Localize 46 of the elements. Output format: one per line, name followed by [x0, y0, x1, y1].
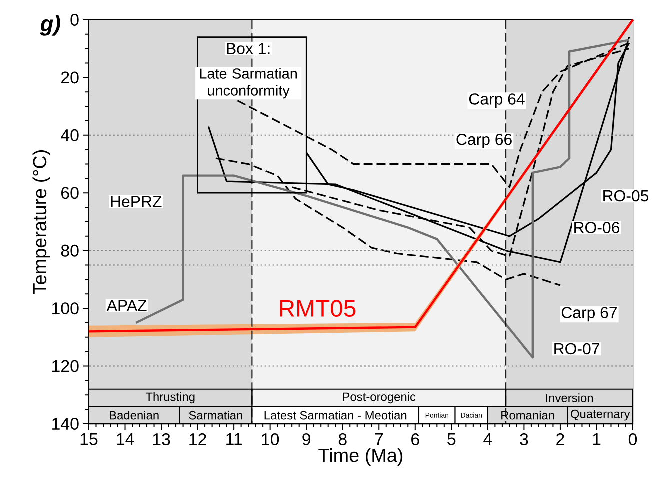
x-tick-label: 8	[338, 434, 347, 446]
y-tick-label: 80	[61, 244, 79, 257]
y-tick-label: 60	[62, 187, 79, 200]
x-tick-label: 14	[117, 434, 134, 446]
band-label: Quaternary	[571, 410, 630, 421]
annotation: Late Sarmatian unconformity	[200, 68, 297, 99]
band-label: Romanian	[502, 410, 554, 420]
y-tick-label: 140	[52, 418, 79, 430]
band-label: Inversion	[546, 394, 594, 402]
annotation: Carp 64	[469, 94, 525, 108]
band-label: Post-orogenic	[343, 392, 416, 404]
annotation: RO-05	[604, 190, 649, 202]
x-tick-label: 0	[628, 434, 638, 446]
chart-title: g)	[40, 15, 60, 36]
series-label: RMT05	[280, 300, 356, 318]
x-tick-label: 3	[520, 434, 528, 446]
y-tick-label: 40	[61, 129, 79, 142]
y-tick-label: 0	[70, 14, 79, 26]
x-tick-label: 6	[412, 434, 420, 446]
x-tick-label: 5	[448, 434, 456, 446]
band-label: Badenian	[110, 410, 159, 420]
y-tick-label: 100	[52, 302, 79, 315]
y-axis-title: Temperature (°C)	[32, 150, 50, 294]
annotation: RO-07	[554, 343, 600, 355]
y-tick-label: 120	[52, 360, 79, 372]
x-tick-label: 1	[593, 434, 601, 446]
band-label: Thrusting	[146, 392, 195, 404]
annotation: HePRZ	[111, 196, 162, 208]
band-label: Latest Sarmatian - Meotian	[264, 410, 407, 420]
x-tick-label: 12	[190, 434, 206, 446]
x-tick-label: 15	[80, 434, 98, 446]
annotation: Carp 66	[456, 134, 512, 148]
annotation: Box 1:	[227, 43, 270, 54]
x-tick-label: 11	[226, 434, 242, 446]
x-tick-label: 9	[302, 434, 311, 446]
x-tick-label: 7	[375, 434, 383, 446]
x-tick-label: 4	[484, 434, 492, 446]
x-tick-label: 13	[153, 434, 170, 446]
band-label: Sarmatian	[189, 410, 242, 420]
y-tick-label: 20	[62, 72, 79, 84]
x-tick-label: 2	[556, 434, 564, 446]
x-axis-title: Time (Ma)	[318, 448, 403, 466]
annotation: APAZ	[106, 300, 147, 312]
annotation: Carp 67	[562, 307, 618, 322]
annotation: RO-06	[574, 222, 620, 234]
x-tick-label: 10	[262, 434, 280, 446]
